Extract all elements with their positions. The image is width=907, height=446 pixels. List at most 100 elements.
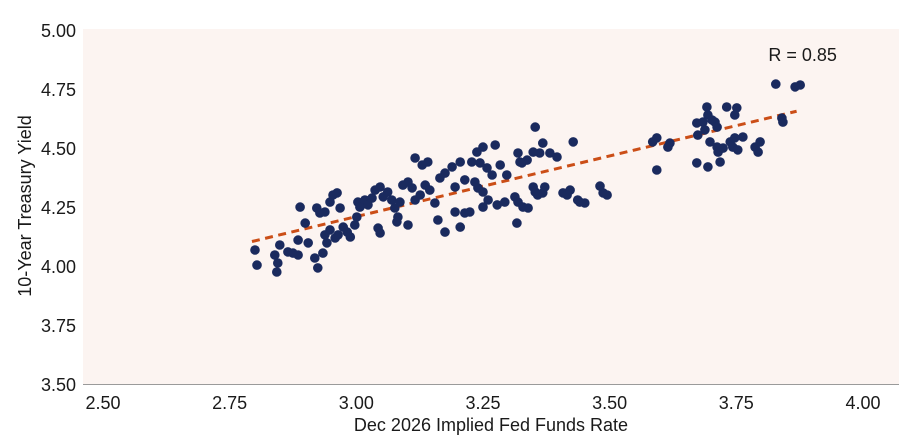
x-tick-label: 2.75 bbox=[212, 393, 248, 413]
scatter-point bbox=[423, 157, 433, 167]
y-tick-label: 4.75 bbox=[40, 80, 76, 100]
scatter-point bbox=[572, 195, 583, 205]
x-tick-label: 2.50 bbox=[85, 393, 121, 413]
y-tick-label: 5.00 bbox=[40, 21, 76, 41]
x-tick-label: 3.75 bbox=[718, 393, 754, 413]
scatter-point bbox=[692, 158, 702, 168]
scatter-point bbox=[472, 147, 482, 157]
scatter-point bbox=[482, 163, 492, 173]
scatter-point bbox=[515, 157, 525, 167]
scatter-point bbox=[447, 162, 457, 172]
scatter-point bbox=[435, 173, 445, 183]
y-tick-label: 3.50 bbox=[40, 374, 76, 395]
scatter-point bbox=[375, 228, 385, 238]
scatter-point bbox=[545, 148, 555, 158]
correlation-annotation: R = 0.85 bbox=[768, 45, 837, 66]
scatter-point bbox=[275, 240, 285, 250]
scatter-point bbox=[293, 250, 303, 260]
scatter-point bbox=[652, 165, 662, 175]
scatter-point bbox=[523, 203, 533, 213]
scatter-point bbox=[663, 142, 673, 152]
scatter-point bbox=[415, 190, 426, 200]
scatter-point bbox=[322, 238, 332, 248]
scatter-point bbox=[440, 227, 450, 237]
scatter-point bbox=[538, 138, 548, 148]
scatter-point bbox=[250, 245, 260, 255]
scatter-point bbox=[335, 203, 345, 213]
scatter-point bbox=[345, 232, 356, 242]
scatter-point bbox=[568, 137, 578, 147]
scatter-point bbox=[300, 218, 310, 228]
scatter-point bbox=[430, 198, 440, 208]
scatter-point bbox=[303, 238, 313, 248]
y-tick-label: 4.25 bbox=[40, 197, 76, 218]
scatter-point bbox=[721, 102, 732, 112]
scatter-point bbox=[702, 102, 712, 112]
scatter-point bbox=[700, 125, 710, 135]
scatter-point bbox=[465, 207, 475, 217]
y-tick-label: 4.00 bbox=[40, 256, 76, 277]
scatter-point bbox=[715, 157, 725, 167]
x-tick-label: 4.00 bbox=[845, 393, 881, 413]
scatter-point bbox=[433, 215, 443, 225]
scatter-point bbox=[502, 170, 512, 180]
x-axis-title: Dec 2026 Implied Fed Funds Rate bbox=[353, 415, 629, 435]
scatter-point bbox=[565, 185, 575, 195]
scatter-point bbox=[313, 263, 323, 273]
scatter-point bbox=[270, 250, 280, 260]
scatter-point bbox=[540, 182, 550, 192]
scatter-point bbox=[320, 207, 330, 217]
scatter-point bbox=[450, 182, 460, 192]
scatter-point bbox=[410, 153, 420, 163]
scatter-point bbox=[295, 202, 305, 212]
x-tick-label: 3.00 bbox=[338, 393, 374, 413]
scatter-point bbox=[795, 80, 805, 90]
scatter-point bbox=[467, 157, 477, 167]
scatter-point bbox=[318, 248, 328, 258]
scatter-point bbox=[407, 183, 417, 193]
scatter-point bbox=[403, 220, 413, 230]
scatter-point bbox=[478, 202, 488, 212]
scatter-point bbox=[450, 207, 460, 217]
scatter-point bbox=[693, 130, 703, 140]
scatter-point bbox=[355, 202, 365, 212]
scatter-point bbox=[595, 181, 605, 191]
scatter-point bbox=[395, 197, 405, 207]
scatter-point bbox=[698, 117, 708, 127]
scatter-point bbox=[495, 160, 506, 170]
scatter-point bbox=[730, 110, 740, 120]
scatter-point bbox=[530, 122, 540, 132]
scatter-point bbox=[273, 258, 283, 268]
scatter-point bbox=[352, 212, 362, 222]
scatter-point bbox=[771, 79, 781, 89]
scatter-point bbox=[492, 200, 503, 210]
y-tick-label: 3.75 bbox=[40, 315, 76, 336]
x-tick-label: 3.25 bbox=[465, 393, 501, 413]
scatter-point bbox=[320, 230, 330, 240]
scatter-point bbox=[647, 137, 658, 147]
scatter-point bbox=[252, 260, 262, 270]
scatter-point bbox=[367, 193, 377, 203]
scatter-point bbox=[460, 175, 470, 185]
scatter-point bbox=[478, 187, 488, 197]
scatter-point bbox=[272, 267, 282, 277]
scatter-point bbox=[602, 190, 612, 200]
scatter-point bbox=[703, 162, 713, 172]
scatter-point bbox=[483, 195, 493, 205]
x-tick-label: 3.50 bbox=[592, 393, 628, 413]
chart-canvas bbox=[250, 79, 805, 277]
scatter-point bbox=[755, 137, 765, 147]
scatter-point bbox=[392, 217, 402, 227]
scatter-point bbox=[712, 122, 722, 132]
scatter-point bbox=[487, 170, 497, 180]
scatter-point bbox=[350, 220, 360, 230]
scatter-point bbox=[310, 253, 320, 263]
scatter-point bbox=[387, 195, 397, 205]
scatter-point bbox=[705, 137, 715, 147]
scatter-point bbox=[512, 218, 522, 228]
scatter-point bbox=[333, 230, 343, 240]
scatter-point bbox=[490, 140, 501, 150]
scatter-point bbox=[777, 113, 787, 123]
scatter-point bbox=[332, 188, 342, 198]
